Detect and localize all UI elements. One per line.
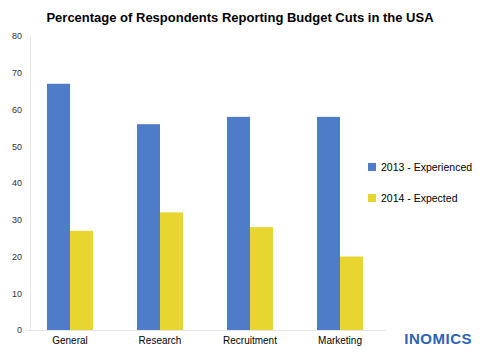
x-tick: Marketing: [318, 330, 362, 346]
y-tick-label: 70: [12, 68, 22, 78]
y-tick: 80: [12, 31, 30, 41]
series: [70, 212, 363, 330]
y-tick: 20: [12, 252, 30, 262]
x-tick-label: General: [52, 335, 88, 346]
y-tick: 30: [12, 215, 30, 225]
y-tick: 70: [12, 68, 30, 78]
bar: [340, 257, 363, 331]
legend-swatch: [368, 163, 376, 171]
y-tick: 50: [12, 142, 30, 152]
y-axis-line: [30, 37, 31, 331]
x-axis-line: [26, 330, 386, 331]
y-tick-label: 20: [12, 252, 22, 262]
y-tick-label: 40: [12, 178, 22, 188]
annotation: INOMICS: [404, 330, 472, 347]
y-tick-label: 80: [12, 31, 22, 41]
bars: [47, 84, 363, 330]
y-axis: 0 10 20 30 40 50 60 70 80: [12, 31, 31, 335]
y-tick-label: 60: [12, 105, 22, 115]
y-tick-label: 30: [12, 215, 22, 225]
x-tick-label: Recruitment: [223, 335, 277, 346]
y-tick: 40: [12, 178, 30, 188]
bar: [317, 117, 340, 330]
y-tick-label: 10: [12, 289, 22, 299]
bar: [250, 227, 273, 330]
x-axis: General Research Recruitment Marketing: [26, 330, 386, 346]
bar: [227, 117, 250, 330]
chart: Percentage of Respondents Reporting Budg…: [0, 0, 480, 353]
bar: [160, 212, 183, 330]
x-tick: Recruitment: [223, 330, 277, 346]
legend: 2013 - Experienced 2014 - Expected: [368, 161, 472, 204]
x-tick-label: Research: [139, 335, 182, 346]
legend-label: 2013 - Experienced: [381, 161, 472, 173]
bar: [137, 124, 160, 330]
y-tick-label: 0: [17, 325, 22, 335]
y-tick: 10: [12, 289, 30, 299]
title: Percentage of Respondents Reporting Budg…: [46, 10, 434, 25]
x-tick: General: [52, 330, 88, 346]
y-tick: 60: [12, 105, 30, 115]
bar: [47, 84, 70, 330]
legend-label: 2014 - Expected: [381, 192, 458, 204]
x-tick: Research: [139, 330, 182, 346]
legend-swatch: [368, 194, 376, 202]
y-tick-label: 50: [12, 142, 22, 152]
bar: [70, 231, 93, 330]
series: [47, 84, 340, 330]
x-tick-label: Marketing: [318, 335, 362, 346]
